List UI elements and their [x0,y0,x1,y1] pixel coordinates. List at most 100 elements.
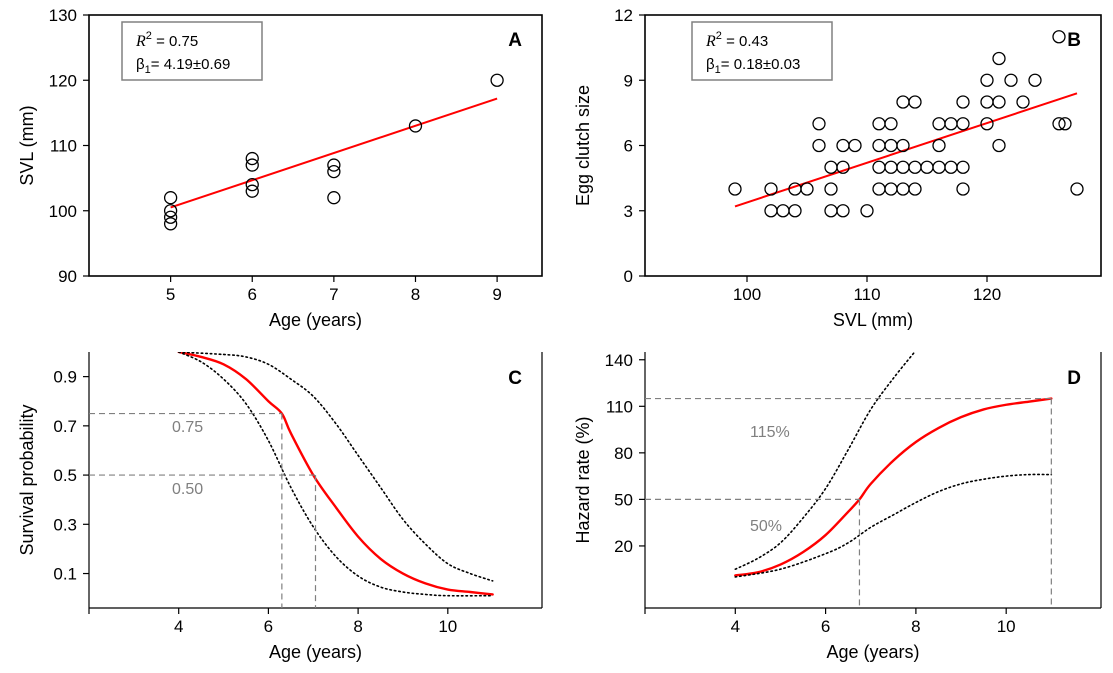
upper-confidence-curve [734,352,916,571]
data-point [884,160,898,174]
x-tick-label: 8 [911,617,920,636]
x-tick-label: 9 [492,285,501,304]
data-point [908,182,922,196]
data-point [992,138,1006,153]
estimate-curve [177,352,494,596]
data-point [836,204,850,218]
data-point [872,138,886,153]
data-point [1058,117,1072,131]
data-point [944,117,958,131]
data-point [1052,30,1066,44]
data-point [163,217,178,231]
data-point [245,177,259,192]
x-tick-label: 7 [329,285,338,304]
data-point [824,182,838,196]
beta-subscript: 1 [145,64,151,76]
data-point [1052,117,1066,131]
y-tick-label: 12 [614,6,633,25]
data-point [408,119,423,133]
data-point [836,138,850,153]
data-point [932,117,946,131]
lower-confidence-curve [177,352,494,597]
x-tick-label: 5 [166,285,175,304]
data-point [884,182,898,196]
beta-text: β1= 0.18±0.03 [706,56,800,76]
data-point [1070,182,1084,196]
data-point [992,51,1006,66]
panel-c: 4 6 8 10 0.1 0.3 0.5 0.7 0.9 Age (years) Survival … [17,352,543,662]
y-tick-label: 9 [624,71,633,90]
panel-d: 4 6 8 10 20 50 80 110 140 Age (years) Hazard rate … [573,351,1102,662]
data-point [920,160,934,174]
data-point [956,95,970,109]
data-point [872,182,886,196]
x-axis-label: SVL (mm) [833,310,913,330]
panel-letter: B [1067,30,1081,51]
x-tick-label: 8 [411,285,420,304]
data-point [860,204,874,218]
beta-text: β1= 4.19±0.69 [136,56,230,76]
y-tick-label: 3 [624,202,633,221]
data-point [896,182,910,196]
data-point [956,160,970,174]
data-point [800,182,814,196]
x-axis-label: Age (years) [269,642,362,662]
beta-value: = 4.19±0.69 [151,56,231,73]
data-point [908,95,922,109]
r-squared-text: R2 = 0.43 [705,30,768,50]
data-point [932,160,946,174]
x-tick-label: 4 [731,617,740,636]
y-tick-label: 90 [58,267,77,286]
data-point [944,160,958,174]
y-tick-label: 0.7 [53,417,77,436]
r-squared-text: R2 = 0.75 [135,30,198,50]
data-point [163,210,178,224]
data-point [980,95,994,109]
y-tick-label: 110 [50,137,77,156]
data-point [776,204,790,218]
data-point [812,138,826,153]
lower-confidence-curve [734,473,1053,578]
data-point [245,184,259,198]
y-axis-label: SVL (mm) [17,105,37,185]
y-tick-label: 0.3 [53,515,77,534]
x-tick-label: 10 [438,617,457,636]
panel-letter: A [508,30,522,51]
r-superscript: 2 [146,30,152,42]
x-tick-label: 4 [174,617,183,636]
data-point [956,117,970,131]
r-squared-value: = 0.43 [722,33,768,50]
data-point [896,95,910,109]
y-tick-label: 0 [624,267,633,286]
y-axis-label: Egg clutch size [573,85,593,206]
r-superscript: 2 [716,30,722,42]
x-axis-label: Age (years) [826,642,919,662]
x-tick-label: 6 [821,617,830,636]
data-point [245,151,259,166]
data-point [824,160,838,174]
estimate-curve [734,397,1053,577]
x-tick-label: 6 [248,285,257,304]
data-point [836,160,850,174]
plot-area [734,352,1053,578]
beta-value: = 0.18±0.03 [721,56,801,73]
regression-line [734,92,1078,208]
plot-area [177,352,494,597]
y-tick-label: 0.5 [53,466,77,485]
data-point [788,204,802,218]
beta-subscript: 1 [715,64,721,76]
data-point [327,164,341,179]
data-point [1004,73,1018,87]
y-axis-label: Hazard rate (%) [573,416,593,543]
y-tick-label: 120 [49,71,77,90]
data-point [980,73,994,87]
plot-area [728,30,1084,218]
stats-annotation-box [121,21,263,81]
x-tick-label: 110 [853,285,880,304]
y-tick-label: 6 [624,137,633,156]
beta-symbol: β [136,56,145,73]
data-point [872,117,886,131]
reference-label: 115% [750,424,790,441]
data-point [956,182,970,196]
